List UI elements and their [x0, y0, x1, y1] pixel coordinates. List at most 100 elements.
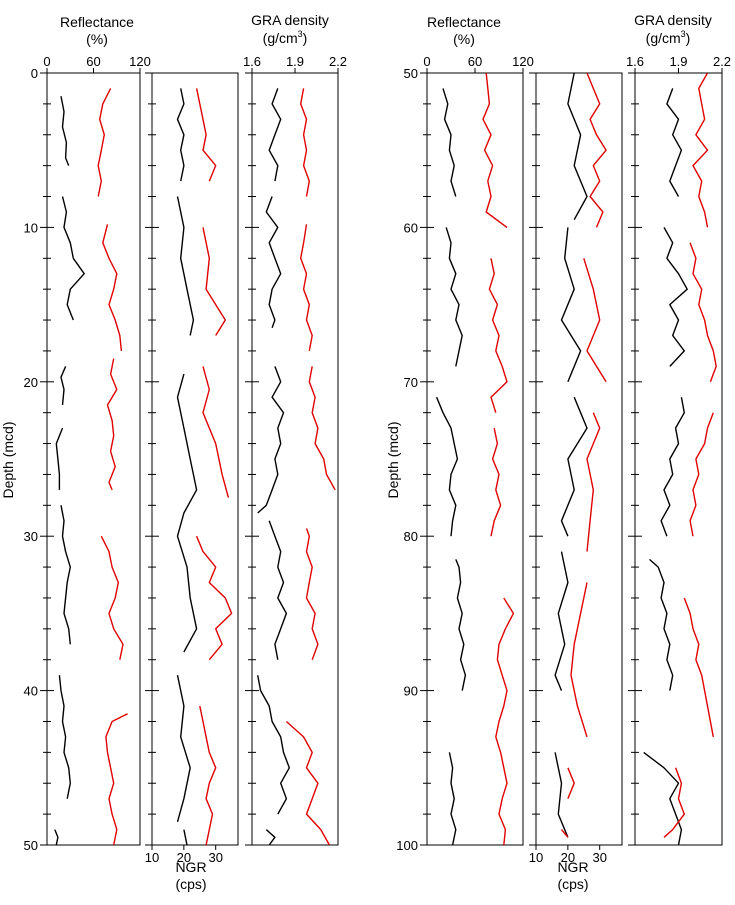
series-2-segment-1 [300, 88, 310, 197]
x-tick-label: 120 [512, 54, 534, 69]
ngr-title-right-line1: NGR [557, 859, 588, 875]
panel-3: 1.6 1.9 2.2 [243, 54, 347, 846]
depth-tick-label: 50 [24, 838, 38, 853]
panel-frame [151, 72, 239, 846]
series-1-segment-5 [448, 752, 457, 846]
depth-tick-label: 70 [404, 375, 418, 390]
ngr-title-left-line1: NGR [175, 859, 206, 875]
x-tick-label: 20 [561, 850, 575, 865]
x-tick-label: 60 [86, 54, 100, 69]
panel-frame [426, 72, 524, 846]
series-1-segment-2 [445, 227, 463, 367]
gra-title-right-line2: (g/cm3) [646, 29, 691, 46]
panel-1: 0 10 20 30 40 50 0 60 120 [24, 54, 151, 853]
series-1-segment-4 [176, 675, 191, 822]
panel-6: 1.6 1.9 2.2 [626, 54, 731, 846]
series-2-segment-1 [692, 72, 709, 228]
series-1-segment-2 [61, 196, 85, 321]
gra-title-left-line2: (g/cm3) [263, 29, 308, 46]
series-1-segment-1 [442, 88, 457, 197]
series-1-segment-5 [643, 751, 683, 846]
panel-5: 10 20 30 [529, 72, 623, 865]
series-1-segment-3 [257, 366, 285, 514]
x-tick-label: 2.2 [713, 54, 731, 69]
series-1-segment-2 [663, 227, 688, 367]
series-1-segment-6 [58, 675, 72, 799]
x-tick-label: 30 [592, 850, 606, 865]
depth-tick-label: 50 [404, 66, 418, 81]
reflectance-title-right-line2: (%) [453, 31, 475, 47]
depth-tick-label: 60 [404, 220, 418, 235]
series-1-segment-2 [265, 196, 282, 329]
series-1-segment-1 [268, 88, 282, 182]
series-1-segment-5 [554, 752, 569, 838]
series-2-segment-1 [586, 72, 607, 228]
depth-tick-label: 0 [31, 66, 38, 81]
series-1-segment-3 [435, 396, 459, 537]
x-tick-label: 1.9 [669, 54, 687, 69]
depth-tick-label: 20 [24, 375, 38, 390]
panel-2: 10 20 30 [145, 72, 239, 865]
reflectance-title-left-line2: (%) [86, 31, 108, 47]
series-2-segment-3 [689, 412, 714, 537]
x-tick-label: 0 [423, 54, 430, 69]
x-tick-label: 30 [208, 850, 222, 865]
series-1-segment-4 [554, 551, 569, 691]
series-2-segment-4 [683, 597, 714, 738]
gra-title-right-line1: GRA density [634, 12, 712, 28]
series-2-segment-4 [195, 535, 233, 661]
series-2-segment-3 [586, 412, 601, 552]
series-1-segment-1 [567, 72, 588, 221]
series-2-segment-2 [583, 258, 607, 383]
series-2-segment-3 [308, 366, 336, 491]
x-tick-label: 120 [129, 54, 151, 69]
gra-title-left-line1: GRA density [251, 12, 329, 28]
series-2-segment-5 [285, 720, 331, 846]
series-2-segment-2 [488, 258, 508, 413]
x-tick-label: 60 [468, 54, 482, 69]
x-tick-label: 1.6 [243, 54, 261, 69]
depth-tick-label: 80 [404, 529, 418, 544]
series-2-segment-3 [106, 358, 118, 491]
series-2-segment-5 [663, 767, 685, 838]
x-tick-label: 0 [43, 54, 50, 69]
panels-layer: 0 10 20 30 40 50 0 60 120 10 20 30 1.6 1.9 2.2 50 60 70 80… [24, 54, 732, 865]
series-2-segment-5 [105, 713, 128, 846]
series-2-segment-2 [102, 224, 123, 351]
panel-frame [535, 72, 623, 846]
series-1-segment-6 [265, 829, 276, 846]
series-2-segment-4 [305, 528, 319, 660]
x-tick-label: 1.9 [286, 54, 304, 69]
series-2-segment-1 [195, 88, 217, 182]
series-1-segment-3 [176, 373, 198, 653]
ngr-title-right-line2: (cps) [557, 876, 588, 892]
series-2-segment-1 [97, 88, 112, 197]
series-1-segment-1 [60, 96, 70, 166]
depth-tick-label: 40 [24, 684, 38, 699]
series-2-segment-5 [567, 767, 575, 799]
x-tick-label: 20 [177, 850, 191, 865]
series-1-segment-1 [176, 88, 185, 182]
depth-tick-label: 100 [396, 838, 418, 853]
x-tick-label: 1.6 [626, 54, 644, 69]
series-2-segment-4 [100, 535, 124, 660]
depth-axis-label-right: Depth (mcd) [385, 421, 401, 498]
reflectance-title-right-line1: Reflectance [427, 14, 501, 30]
series-1-segment-2 [176, 196, 195, 336]
series-2-segment-4 [495, 597, 515, 846]
series-1-segment-5 [60, 505, 72, 645]
panel-frame [46, 72, 141, 846]
depth-tick-label: 10 [24, 220, 38, 235]
series-2-segment-2 [300, 224, 313, 352]
x-tick-label: 10 [145, 850, 159, 865]
series-1-segment-1 [666, 88, 683, 197]
depth-tick-label: 30 [24, 529, 38, 544]
series-2-segment-4 [570, 582, 588, 738]
series-1-segment-7 [54, 829, 59, 846]
series-1-segment-3 [660, 397, 685, 537]
depth-tick-label: 90 [404, 684, 418, 699]
series-2-segment-6 [560, 829, 569, 838]
series-1-segment-3 [60, 366, 67, 406]
series-1-segment-4 [55, 427, 64, 490]
